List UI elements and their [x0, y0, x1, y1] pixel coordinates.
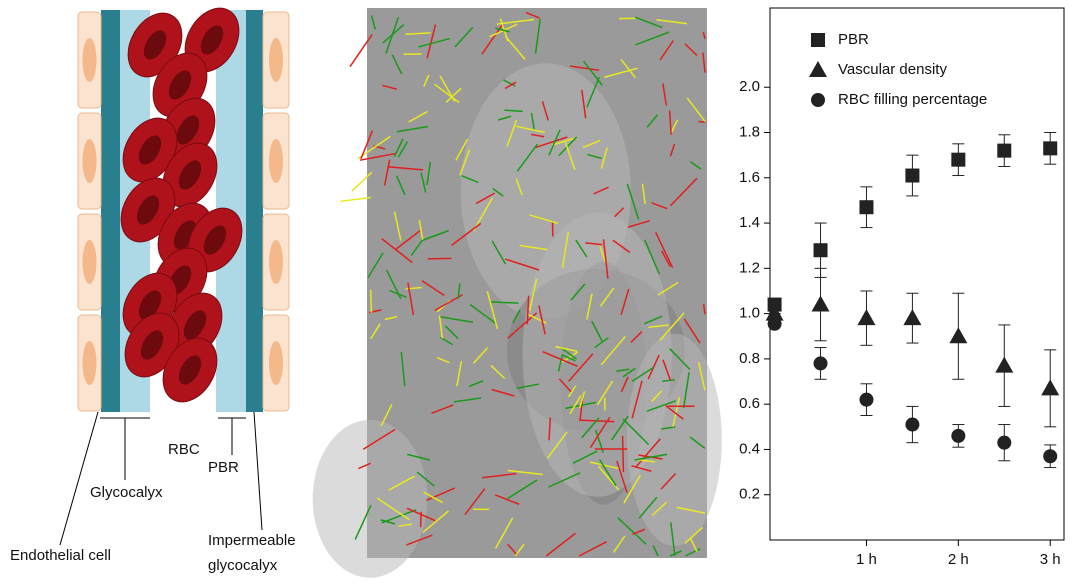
label-pbr: PBR: [208, 459, 239, 476]
vessel-segment: [341, 197, 371, 201]
vessel-diagram: RBC PBR Glycocalyx Endothelial cell Impe…: [10, 0, 296, 574]
x-tick-label: 3 h: [1040, 551, 1061, 568]
marker-circle: [859, 393, 873, 407]
label-endothelial-cell: Endothelial cell: [10, 547, 111, 564]
leader: [254, 412, 262, 530]
y-tick-label: 0.8: [739, 350, 760, 367]
marker-circle: [1043, 449, 1057, 463]
y-tick-label: 1.6: [739, 169, 760, 186]
y-tick-label: 0.4: [739, 440, 760, 457]
marker-square: [811, 33, 825, 47]
impermeable-right: [246, 10, 263, 412]
y-tick-label: 0.6: [739, 395, 760, 412]
marker-square: [905, 169, 919, 183]
marker-triangle: [809, 61, 827, 77]
y-tick-label: 1.0: [739, 305, 760, 322]
nucleus: [269, 240, 283, 284]
marker-circle: [951, 429, 965, 443]
vessel-segment: [698, 122, 705, 123]
vessel-segment: [623, 436, 624, 472]
vessel-segment: [371, 290, 372, 313]
marker-triangle: [995, 357, 1013, 373]
marker-triangle: [949, 327, 967, 343]
legend-label: PBR: [838, 31, 869, 48]
marker-triangle: [903, 309, 921, 325]
label-rbc: RBC: [168, 441, 200, 458]
marker-square: [859, 200, 873, 214]
shade: [523, 213, 672, 497]
marker-square: [1043, 141, 1057, 155]
impermeable-left: [101, 10, 120, 412]
marker-square: [814, 243, 828, 257]
nucleus: [83, 240, 97, 284]
marker-square: [997, 144, 1011, 158]
plot-frame: [770, 8, 1064, 540]
marker-circle: [905, 418, 919, 432]
marker-circle: [768, 317, 782, 331]
nucleus: [83, 38, 97, 82]
marker-circle: [811, 93, 825, 107]
marker-triangle: [812, 296, 830, 312]
nucleus: [83, 341, 97, 385]
nucleus: [269, 341, 283, 385]
label-glycocalyx: Glycocalyx: [90, 484, 163, 501]
nucleus: [269, 139, 283, 183]
label-impermeable: Impermeable: [208, 532, 296, 549]
x-tick-label: 2 h: [948, 551, 969, 568]
marker-circle: [814, 356, 828, 370]
legend-label: RBC filling percentage: [838, 91, 987, 108]
label-impermeable: glycocalyx: [208, 557, 278, 574]
leader: [60, 412, 98, 545]
x-tick-label: 1 h: [856, 551, 877, 568]
marker-triangle: [857, 309, 875, 325]
shade: [313, 420, 428, 578]
legend-label: Vascular density: [838, 61, 947, 78]
nucleus: [269, 38, 283, 82]
marker-circle: [997, 436, 1011, 450]
marker-triangle: [1041, 379, 1059, 395]
y-tick-label: 2.0: [739, 78, 760, 95]
nucleus: [83, 139, 97, 183]
y-tick-label: 1.8: [739, 123, 760, 140]
marker-square: [951, 153, 965, 167]
y-tick-label: 0.2: [739, 486, 760, 503]
y-tick-label: 1.4: [739, 214, 760, 231]
y-tick-label: 1.2: [739, 259, 760, 276]
